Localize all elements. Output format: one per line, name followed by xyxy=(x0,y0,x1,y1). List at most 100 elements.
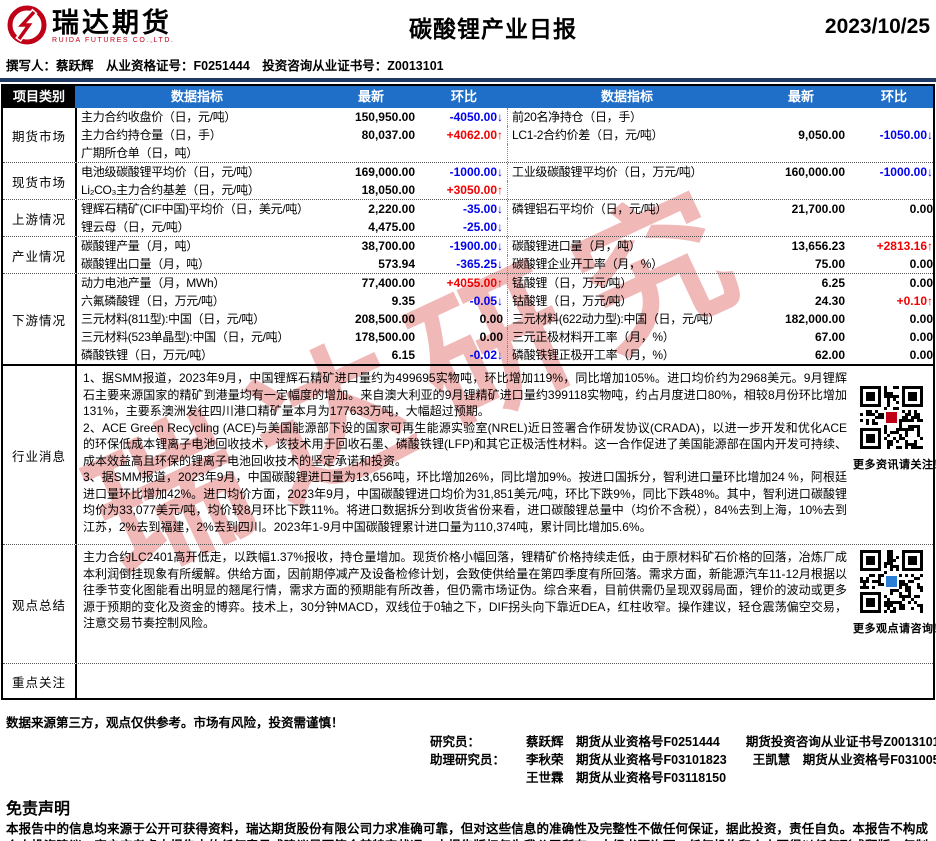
header-ratio-left: 环比 xyxy=(450,89,477,104)
table-section: 上游情况 锂辉石精矿(CIF中国)平均价（日，美元/吨） 2,220.00 -35.0… xyxy=(3,199,933,236)
latest-value: 38,700.00 xyxy=(361,239,415,253)
change-value: -4050.00↓ xyxy=(449,110,503,124)
page-title: 碳酸锂产业日报 xyxy=(409,16,577,42)
change-value: 0.00 xyxy=(479,312,503,326)
latest-value: 169,000.00 xyxy=(354,165,415,179)
table-row: 主力合约收盘价（日，元/吨） 150,950.00 -4050.00↓ 前20名净持仓… xyxy=(77,108,936,126)
latest-value: 6.15 xyxy=(391,348,415,362)
latest-value: 67.00 xyxy=(814,330,845,344)
latest-value: 24.30 xyxy=(814,294,845,308)
qr-block-view: 更多观点请咨询！ xyxy=(853,550,936,636)
change-value: -35.00↓ xyxy=(462,202,503,216)
category-label: 产业情况 xyxy=(3,237,77,273)
indicator-cell: 碳酸锂出口量（月，吨） xyxy=(81,257,210,271)
latest-value xyxy=(321,144,425,162)
indicator-cell: 锰酸锂（日，万元/吨） xyxy=(507,274,751,292)
change-value xyxy=(855,218,936,236)
researcher-credential: 李秋荣 期货从业资格号F03101823 xyxy=(526,753,727,767)
table-row: 六氟磷酸锂（日，万元/吨） 9.35 -0.05↓ 钴酸锂（日，万元/吨） 24.30 +… xyxy=(77,292,936,310)
data-table: 项目类别 数据指标 最新 环比 数据指标 最新 环比 期货市场 主力合约收盘价（日… xyxy=(1,84,935,700)
risk-note: 数据来源第三方，观点仅供参考。市场有风险，投资需谨慎！ xyxy=(6,716,344,730)
researcher-row: 王世霖 期货从业资格号F03118150 xyxy=(430,769,936,787)
indicator-cell: 工业级碳酸锂平均价（日，万元/吨） xyxy=(507,163,751,181)
researcher-role-label: 研究员： xyxy=(430,735,481,749)
section-text xyxy=(77,664,933,698)
indicator-cell xyxy=(507,181,751,199)
indicator-cell: 前20名净持仓（日，手） xyxy=(507,108,751,126)
latest-value: 75.00 xyxy=(814,257,845,271)
table-row: 三元材料(811型):中国（日，元/吨） 208,500.00 0.00 三元材料(6… xyxy=(77,310,936,328)
latest-value xyxy=(751,108,855,126)
qr-caption: 更多资讯请关注！ xyxy=(853,459,936,471)
qr-block-news: 更多资讯请关注！ xyxy=(853,386,936,472)
table-row: 电池级碳酸锂平均价（日，元/吨） 169,000.00 -1000.00↓ 工业级碳酸… xyxy=(77,163,936,181)
indicator-cell: 电池级碳酸锂平均价（日，元/吨） xyxy=(81,165,260,179)
researcher-credential: 王世霖 期货从业资格号F03118150 xyxy=(526,771,727,785)
indicator-cell: 磷酸铁锂正极开工率（月，%） xyxy=(507,346,751,364)
latest-value: 9,050.00 xyxy=(798,128,845,142)
change-value: 0.00 xyxy=(909,312,933,326)
table-section: 观点总结 主力合约LC2401高开低走，以跌幅1.37%报收，持仓量增加。现货价格… xyxy=(3,544,933,663)
header-indicator-right: 数据指标 xyxy=(600,89,653,104)
researcher-role-label xyxy=(430,769,526,787)
researcher-row: 研究员： 蔡跃辉 期货从业资格号F0251444 期货投资咨询从业证书号Z00131… xyxy=(430,733,936,751)
change-value: 0.00 xyxy=(909,202,933,216)
researcher-role-label: 助理研究员： xyxy=(430,753,506,767)
header-latest-right: 最新 xyxy=(787,89,814,104)
table-row: 三元材料(523单晶型):中国（日，元/吨） 178,500.00 0.00 三元正极… xyxy=(77,328,936,346)
indicator-cell xyxy=(507,218,751,236)
change-value: 0.00 xyxy=(479,330,503,344)
latest-value: 2,220.00 xyxy=(368,202,415,216)
indicator-cell: 六氟磷酸锂（日，万元/吨） xyxy=(81,294,225,308)
indicator-cell: 主力合约持仓量（日，手） xyxy=(81,128,222,142)
table-row: 锂辉石精矿(CIF中国)平均价（日，美元/吨） 2,220.00 -35.00↓ 磷锂… xyxy=(77,200,936,218)
change-value: -1050.00↓ xyxy=(879,128,933,142)
category-label: 下游情况 xyxy=(3,274,77,364)
indicator-cell: 主力合约收盘价（日，元/吨） xyxy=(81,110,237,124)
indicator-cell: 碳酸锂产量（月，吨） xyxy=(81,239,199,253)
table-row: 锂云母（日，元/吨） 4,475.00 -25.00↓ xyxy=(77,218,936,236)
change-value xyxy=(855,181,936,199)
latest-value: 21,700.00 xyxy=(791,202,845,216)
qr-caption: 更多观点请咨询！ xyxy=(853,623,936,635)
change-value: +0.10↑ xyxy=(896,294,933,308)
paragraph: 1、据SMM报道，2023年9月，中国锂辉石精矿进口量约为499695实物吨，环… xyxy=(83,371,847,418)
latest-value: 77,400.00 xyxy=(361,276,415,290)
latest-value: 182,000.00 xyxy=(784,312,845,326)
logo-company-subtitle: RUIDA FUTURES CO.,LTD. xyxy=(52,37,175,44)
change-value: 0.00 xyxy=(909,257,933,271)
change-value: -365.25↓ xyxy=(456,257,503,271)
researcher-row: 助理研究员： 李秋荣 期货从业资格号F03101823 王凯慧 期货从业资格号F03… xyxy=(430,751,936,769)
category-label: 现货市场 xyxy=(3,163,77,199)
disclaimer-title: 免责声明 xyxy=(6,801,71,818)
latest-value xyxy=(751,218,855,236)
latest-value xyxy=(751,144,855,162)
report-date: 2023/10/25 xyxy=(824,15,930,38)
company-logo: 瑞达期货 RUIDA FUTURES CO.,LTD. xyxy=(6,4,256,51)
report-header: 瑞达期货 RUIDA FUTURES CO.,LTD. 碳酸锂产业日报 2023… xyxy=(0,0,936,54)
latest-value xyxy=(751,181,855,199)
change-value: -25.00↓ xyxy=(462,220,503,234)
latest-value: 160,000.00 xyxy=(784,165,845,179)
researcher-credential: 蔡跃辉 期货从业资格号F0251444 xyxy=(526,735,720,749)
change-value: -1900.00↓ xyxy=(449,239,503,253)
change-value: 0.00 xyxy=(909,330,933,344)
paragraph: 主力合约LC2401高开低走，以跌幅1.37%报收，持仓量增加。现货价格小幅回落… xyxy=(83,550,847,630)
latest-value: 13,656.23 xyxy=(791,239,845,253)
indicator-cell: Li₂CO₃主力合约基差（日，元/吨） xyxy=(81,183,260,197)
change-value: -1000.00↓ xyxy=(879,165,933,179)
table-section: 现货市场 电池级碳酸锂平均价（日，元/吨） 169,000.00 -1000.00↓ 工… xyxy=(3,162,933,199)
category-label: 期货市场 xyxy=(3,108,77,162)
section-rows: 动力电池产量（月，MWh） 77,400.00 +4055.00↑ 锰酸锂（日，万元/… xyxy=(77,274,936,364)
latest-value: 178,500.00 xyxy=(354,330,415,344)
indicator-cell: LC1-2合约价差（日，元/吨） xyxy=(507,126,751,144)
table-row: 动力电池产量（月，MWh） 77,400.00 +4055.00↑ 锰酸锂（日，万元/… xyxy=(77,274,936,292)
change-value xyxy=(855,144,936,162)
indicator-cell: 动力电池产量（月，MWh） xyxy=(81,276,226,290)
header-indicator-left: 数据指标 xyxy=(170,89,223,104)
category-label: 观点总结 xyxy=(3,545,77,663)
logo-company-name: 瑞达期货 xyxy=(52,8,172,38)
latest-value: 150,950.00 xyxy=(354,110,415,124)
latest-value: 80,037.00 xyxy=(361,128,415,142)
